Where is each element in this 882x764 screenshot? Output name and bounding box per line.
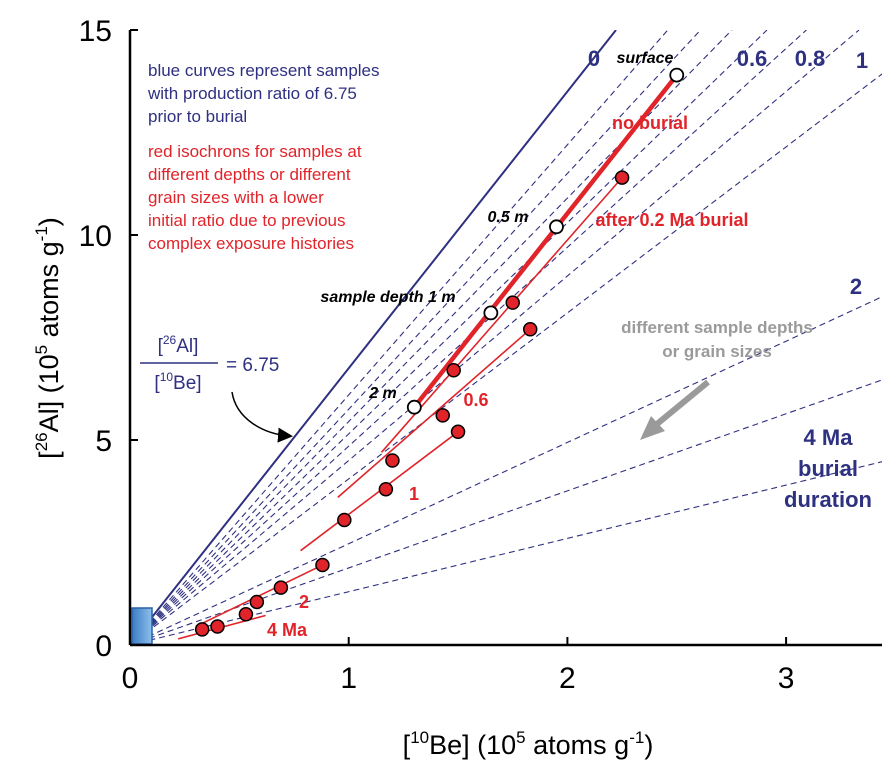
open-data-point xyxy=(406,399,422,415)
filled-data-point xyxy=(238,607,254,622)
y-tick-label: 5 xyxy=(95,425,112,458)
blue-note-line: blue curves represent samples xyxy=(148,61,380,80)
burial-duration-label: 4 Ma burial duration xyxy=(784,425,872,512)
isochron-line xyxy=(412,73,679,409)
filled-data-point xyxy=(505,295,520,310)
red-note-line: initial ratio due to previous xyxy=(148,211,346,230)
filled-data-point xyxy=(450,424,466,440)
filled-data-point xyxy=(385,453,400,468)
red-note: red isochrons for samples at different d… xyxy=(148,142,362,253)
burial-label: 0 xyxy=(588,46,600,71)
filled-data-point xyxy=(273,580,289,595)
isochron-label: 1 xyxy=(409,484,419,504)
x-tick-label: 0 xyxy=(122,662,139,695)
filled-data-point xyxy=(315,557,330,573)
ratio-equation: [26Al] [10Be] = 6.75 xyxy=(140,333,293,443)
burial-label: 0.6 xyxy=(737,46,768,71)
burial-duration-line: burial xyxy=(798,456,858,481)
red-note-line: different depths or different xyxy=(148,165,351,184)
filled-data-point xyxy=(194,622,210,637)
burial-line xyxy=(130,30,733,645)
red-note-line: complex exposure histories xyxy=(148,234,354,253)
point-label: surface xyxy=(617,50,674,67)
x-tick-label: 2 xyxy=(559,662,576,695)
point-label: sample depth 1 m xyxy=(320,289,455,306)
y-tick-label: 15 xyxy=(79,15,112,48)
x-tick-label: 1 xyxy=(340,662,357,695)
burial-line xyxy=(130,30,807,645)
burial-label: 2 xyxy=(850,274,862,299)
point-label: 2 m xyxy=(368,385,397,402)
isochron-line xyxy=(337,328,531,499)
blue-note-line: with production ratio of 6.75 xyxy=(147,84,357,103)
burial-label: 0.8 xyxy=(795,46,826,71)
y-tick-label: 0 xyxy=(95,630,112,663)
burial-line xyxy=(130,30,617,645)
line-labels: 0 0.6 0.8 1 2 no burial after 0.2 Ma burial 0.6… xyxy=(267,46,868,640)
data-points xyxy=(194,67,685,637)
y-tick-label: 10 xyxy=(79,220,112,253)
isochron-label: no burial xyxy=(612,113,688,133)
y-axis-label: [26Al] (105 atoms g-1) xyxy=(32,217,64,459)
filled-data-point xyxy=(446,363,461,378)
equation-denominator: [10Be] xyxy=(154,370,201,394)
point-label: 0.5 m xyxy=(488,209,529,226)
burial-line xyxy=(130,73,882,645)
x-axis-label: [10Be] (105 atoms g-1) xyxy=(403,728,654,760)
equation-arrow xyxy=(231,391,293,443)
filled-data-point xyxy=(614,170,630,185)
burial-line xyxy=(130,30,860,645)
open-data-point xyxy=(669,67,685,83)
filled-data-point xyxy=(378,481,394,497)
burial-line xyxy=(130,461,882,645)
filled-data-point xyxy=(522,322,538,337)
open-data-point xyxy=(483,305,499,321)
filled-data-point xyxy=(210,619,225,634)
open-data-point xyxy=(549,219,564,235)
burial-duration-line: duration xyxy=(784,487,872,512)
burial-line xyxy=(130,30,768,645)
burial-line xyxy=(130,30,669,645)
equation-value: = 6.75 xyxy=(226,355,279,376)
burial-duration-line: 4 Ma xyxy=(804,425,854,450)
blue-note: blue curves represent samples with produ… xyxy=(147,61,380,126)
grain-size-note: different sample depths or grain sizes xyxy=(621,318,813,440)
red-note-line: grain sizes with a lower xyxy=(148,188,324,207)
grain-arrow-head xyxy=(640,416,665,440)
isochron-label: after 0.2 Ma burial xyxy=(595,210,748,230)
grain-note-line: different sample depths xyxy=(621,318,813,337)
isochron-label: 0.6 xyxy=(463,390,488,410)
isochron-label: 4 Ma xyxy=(267,620,308,640)
burial-line xyxy=(130,296,882,645)
grain-arrow-shaft xyxy=(655,379,710,427)
isochron-label: 2 xyxy=(299,592,309,612)
red-note-line: red isochrons for samples at xyxy=(148,142,362,161)
burial-label: 1 xyxy=(856,48,868,73)
equation-numerator: [26Al] xyxy=(158,333,199,357)
grain-note-line: or grain sizes xyxy=(662,342,772,361)
x-tick-label: 3 xyxy=(778,662,795,695)
origin-box xyxy=(131,607,153,645)
blue-note-line: prior to burial xyxy=(148,107,247,126)
filled-data-point xyxy=(435,408,450,423)
filled-data-point xyxy=(337,512,352,528)
filled-data-point xyxy=(249,594,265,610)
